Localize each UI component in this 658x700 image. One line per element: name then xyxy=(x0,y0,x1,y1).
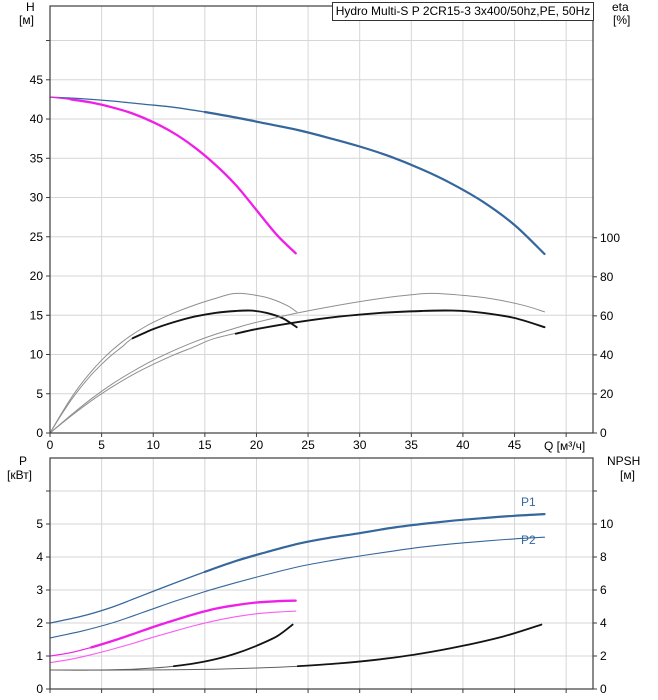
series-eta-2-pumps xyxy=(49,292,545,434)
chart-title: Hydro Multi-S P 2CR15-3 3x400/50hz,PE, 5… xyxy=(335,4,591,18)
plot-frame xyxy=(49,457,594,690)
x-tick-label: 25 xyxy=(301,438,315,452)
plot-frame xyxy=(49,5,594,434)
y-right-tick-label: 4 xyxy=(600,616,607,630)
y-left-tick-label: 0 xyxy=(36,426,43,440)
y-left-tick-label: 5 xyxy=(36,517,43,531)
y-left-tick-label: 10 xyxy=(30,348,44,362)
y-right-tick-label: 40 xyxy=(600,348,614,362)
series-npsh-1-pump-bold xyxy=(173,623,294,668)
y-left-tick-label: 35 xyxy=(30,151,44,165)
eta-axis-unit: [%] xyxy=(613,13,631,27)
p2-curve-label: P2 xyxy=(521,533,536,547)
p1-curve-label: P1 xyxy=(521,495,536,509)
h-axis-unit: [м] xyxy=(19,13,34,27)
y-right-tick-label: 10 xyxy=(600,517,614,531)
x-tick-label: 40 xyxy=(456,438,470,452)
y-right-tick-label: 100 xyxy=(600,231,620,245)
y-right-tick-label: 60 xyxy=(600,309,614,323)
y-left-tick-label: 30 xyxy=(30,191,44,205)
series-head-2-pumps-bold xyxy=(203,110,546,256)
y-left-tick-label: 20 xyxy=(30,269,44,283)
series-power-p2-1-pump xyxy=(49,610,297,664)
x-tick-label: 30 xyxy=(353,438,367,452)
y-left-tick-label: 5 xyxy=(36,387,43,401)
y-right-tick-label: 80 xyxy=(600,270,614,284)
series-power-p1-2-pumps-bold xyxy=(203,513,546,573)
p-axis-label: P xyxy=(19,454,28,468)
series-eta-1-pump xyxy=(49,292,298,434)
x-tick-label: 45 xyxy=(508,438,522,452)
x-tick-label: 10 xyxy=(147,438,161,452)
x-tick-label: 15 xyxy=(198,438,212,452)
y-left-tick-label: 1 xyxy=(36,649,43,663)
x-tick-label: 35 xyxy=(405,438,419,452)
y-right-tick-label: 6 xyxy=(600,583,607,597)
eta-axis-label: eta xyxy=(612,0,629,14)
y-left-tick-label: 4 xyxy=(36,550,43,564)
series-eta-1-pump-duty-bold xyxy=(131,309,298,340)
npsh-axis-label: NPSH xyxy=(607,454,641,468)
h-axis-label: H xyxy=(26,0,35,14)
y-left-tick-label: 2 xyxy=(36,616,43,630)
y-left-tick-label: 0 xyxy=(36,682,43,696)
y-left-tick-label: 3 xyxy=(36,583,43,597)
x-tick-label: 5 xyxy=(98,438,105,452)
x-tick-label: 20 xyxy=(250,438,264,452)
y-right-tick-label: 20 xyxy=(600,387,614,401)
series-power-p1-1-pump-bold xyxy=(90,599,297,649)
npsh-axis-unit: [м] xyxy=(620,468,635,482)
y-left-tick-label: 15 xyxy=(30,308,44,322)
chart-title-box: Hydro Multi-S P 2CR15-3 3x400/50hz,PE, 5… xyxy=(332,2,594,21)
series-head-1-pump-bold xyxy=(69,98,297,255)
y-left-tick-label: 25 xyxy=(30,230,44,244)
y-right-tick-label: 0 xyxy=(600,682,607,696)
p-axis-unit: [кВт] xyxy=(7,468,33,482)
y-right-tick-label: 8 xyxy=(600,550,607,564)
y-right-tick-label: 2 xyxy=(600,649,607,663)
series-eta-2-pumps-duty-bold xyxy=(234,309,546,335)
series-power-p2-2-pumps xyxy=(49,536,546,639)
y-left-tick-label: 40 xyxy=(30,112,44,126)
q-axis-label: Q [м³/ч] xyxy=(544,439,586,453)
y-right-tick-label: 0 xyxy=(600,426,607,440)
series-npsh-2-pumps-bold xyxy=(296,623,543,668)
y-left-tick-label: 45 xyxy=(30,73,44,87)
x-tick-label: 0 xyxy=(47,438,54,452)
